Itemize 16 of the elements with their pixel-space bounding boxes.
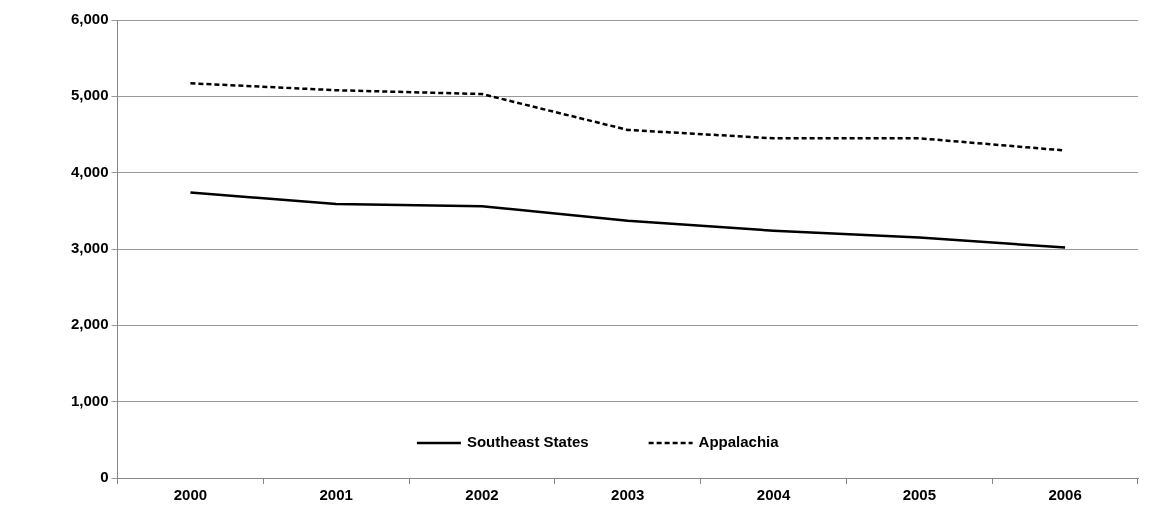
y-tick-label: 2,000 (70, 315, 109, 333)
legend-label: Southeast States (466, 433, 589, 451)
y-tick-label: 5,000 (70, 86, 109, 104)
y-tick-label: 1,000 (70, 391, 109, 409)
x-tick-label: 2003 (611, 486, 645, 504)
y-tick-label: 3,000 (70, 239, 109, 257)
y-tick-label: 4,000 (70, 162, 109, 180)
legend-label: Appalachia (698, 433, 780, 451)
y-tick-label: 6,000 (70, 10, 109, 28)
x-tick-label: 2004 (756, 486, 791, 504)
x-tick-label: 2006 (1048, 486, 1082, 504)
y-tick-label: 0 (100, 468, 109, 486)
x-tick-label: 2001 (319, 486, 353, 504)
x-tick-label: 2000 (173, 486, 208, 504)
x-tick-label: 2005 (902, 486, 937, 504)
x-tick-label: 2002 (465, 486, 499, 504)
